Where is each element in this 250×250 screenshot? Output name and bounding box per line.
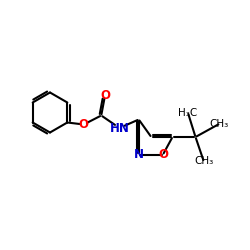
Text: O: O (79, 118, 89, 131)
Text: O: O (100, 89, 110, 102)
Text: N: N (134, 148, 144, 161)
Text: O: O (158, 148, 168, 161)
Text: CH₃: CH₃ (194, 156, 214, 166)
Text: HN: HN (110, 122, 130, 134)
Text: H₃C: H₃C (178, 108, 198, 118)
Text: CH₃: CH₃ (210, 119, 229, 129)
